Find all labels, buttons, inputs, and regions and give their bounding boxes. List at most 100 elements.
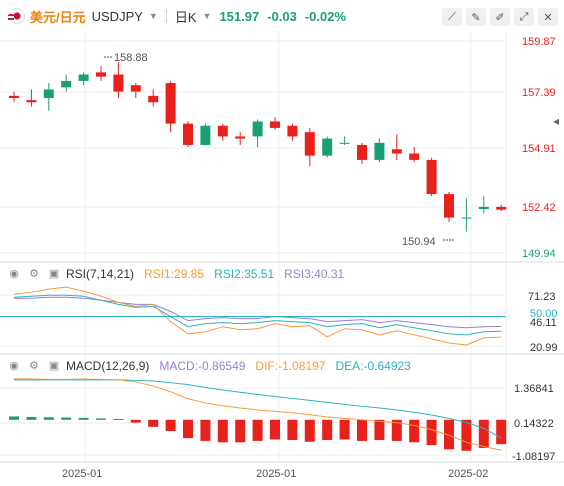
settings-icon[interactable]: ⚙: [29, 268, 39, 280]
x-axis-label: 2025-01: [256, 468, 296, 480]
rsi-axis-tick: 20.99: [530, 342, 558, 354]
draw-line-icon[interactable]: ⟋: [442, 8, 462, 26]
symbol-code[interactable]: USDJPY: [91, 8, 143, 24]
rsi-axis-tick: 46.11: [530, 317, 557, 329]
timeframe-dropdown-icon[interactable]: ▼: [202, 11, 212, 21]
candle-body: [426, 159, 437, 195]
macd-bar: [78, 417, 89, 420]
macd-bar: [496, 419, 507, 445]
macd-bar: [287, 419, 298, 441]
dea-line: [14, 379, 502, 439]
price-axis-tick: 154.91: [522, 143, 556, 155]
price-axis-tick: 157.39: [522, 87, 556, 99]
eye-icon[interactable]: ◉: [9, 268, 19, 280]
candle-body: [26, 100, 37, 103]
macd-bar: [96, 418, 106, 420]
high-price-label: 158.88: [114, 52, 148, 64]
candle-body: [252, 121, 263, 137]
macd-bar: [217, 419, 228, 443]
macd-bar: [444, 419, 454, 450]
rsi-axis-tick: 71.23: [528, 291, 556, 303]
rsi-series: [13, 286, 502, 346]
candlestick-series: [9, 62, 507, 232]
macd-bar: [235, 419, 246, 443]
x-axis-label: 2025-01: [62, 468, 102, 480]
timeframe-selector[interactable]: 日K: [174, 9, 197, 25]
candle-body: [200, 125, 211, 145]
candle-body: [339, 142, 350, 144]
candle-body: [165, 83, 176, 124]
divider: [165, 9, 167, 23]
macd-axis-tick: 0.14322: [514, 418, 554, 430]
low-price-label: 150.94: [402, 236, 436, 248]
top-bar: 美元/日元 USDJPY ▼ 日K ▼ 151.97 -0.03 -0.02% …: [0, 0, 564, 32]
symbol-dropdown-icon[interactable]: ▼: [148, 11, 158, 21]
edit-icon[interactable]: ✎: [466, 8, 486, 26]
candle-body: [496, 206, 507, 210]
close-icon[interactable]: ✕: [538, 8, 558, 26]
indicator-menu-icon[interactable]: ▣: [48, 360, 60, 372]
macd-indicator-name[interactable]: MACD(12,26,9): [66, 359, 150, 373]
dea-value: DEA:-0.64923: [335, 359, 411, 373]
rsi1-line: [13, 286, 502, 346]
candle-body: [235, 136, 246, 139]
macd-header: ◉ ⚙ ▣ MACD(12,26,9) MACD:-0.86549 DIF:-1…: [0, 357, 411, 375]
macd-bar: [461, 419, 472, 451]
macd-bar: [183, 419, 193, 439]
candle-body: [444, 194, 454, 218]
rsi-axis-tick: 50.00: [530, 308, 558, 320]
x-axis-label: 2025-02: [448, 468, 488, 480]
macd-bar: [113, 418, 124, 420]
candle-body: [113, 74, 124, 92]
candle-body: [148, 95, 159, 103]
rsi-header: ◉ ⚙ ▣ RSI(7,14,21) RSI1:29.85 RSI2:35.51…: [0, 265, 344, 283]
macd-bar: [409, 419, 420, 443]
macd-axis-tick: 1.36841: [514, 383, 554, 395]
candle-body: [78, 74, 89, 81]
rsi-indicator-name[interactable]: RSI(7,14,21): [66, 267, 135, 281]
dif-line: [14, 378, 502, 451]
candle-body: [61, 80, 72, 88]
collapse-arrow-icon[interactable]: ◂: [553, 114, 559, 128]
us-jp-flag-icon: [8, 9, 24, 23]
toolbar: ⟋ ✎ ✐ ⤢ ✕: [442, 8, 558, 26]
rsi1-value: RSI1:29.85: [144, 267, 205, 281]
expand-icon[interactable]: ⤢: [514, 8, 534, 26]
macd-bar: [43, 417, 54, 420]
macd-histogram: [9, 416, 507, 451]
price-change-pct: -0.02%: [304, 8, 347, 24]
candle-body: [287, 125, 298, 137]
price-axis-tick: 152.42: [522, 202, 556, 214]
candle-body: [461, 217, 472, 219]
macd-bar: [165, 419, 176, 432]
candle-body: [217, 125, 228, 137]
macd-bar: [339, 419, 350, 440]
macd-bar: [478, 419, 489, 448]
macd-bar: [148, 419, 159, 427]
settings-icon[interactable]: ⚙: [29, 360, 39, 372]
rsi2-line: [13, 294, 502, 336]
macd-bar: [426, 419, 437, 446]
candle-body: [270, 121, 280, 128]
eye-icon[interactable]: ◉: [9, 360, 19, 372]
candle-body: [409, 153, 420, 160]
indicator-menu-icon[interactable]: ▣: [48, 268, 60, 280]
candle-body: [391, 149, 402, 154]
candle-body: [9, 95, 19, 99]
symbol-name-cn[interactable]: 美元/日元: [30, 9, 86, 25]
last-price: 151.97: [219, 8, 260, 24]
price-change: -0.03: [267, 8, 297, 24]
candle-body: [374, 142, 385, 160]
candle-body: [43, 89, 54, 99]
candle-body: [322, 138, 333, 156]
rsi3-line: [14, 296, 502, 329]
macd-bar: [130, 419, 141, 423]
candle-body: [130, 85, 141, 92]
price-axis-tick: 159.87: [522, 36, 556, 48]
macd-bar: [270, 419, 280, 440]
macd-bar: [200, 419, 211, 441]
price-axis-tick: 149.94: [522, 248, 556, 260]
pen-icon[interactable]: ✐: [490, 8, 510, 26]
candle-body: [304, 132, 315, 156]
